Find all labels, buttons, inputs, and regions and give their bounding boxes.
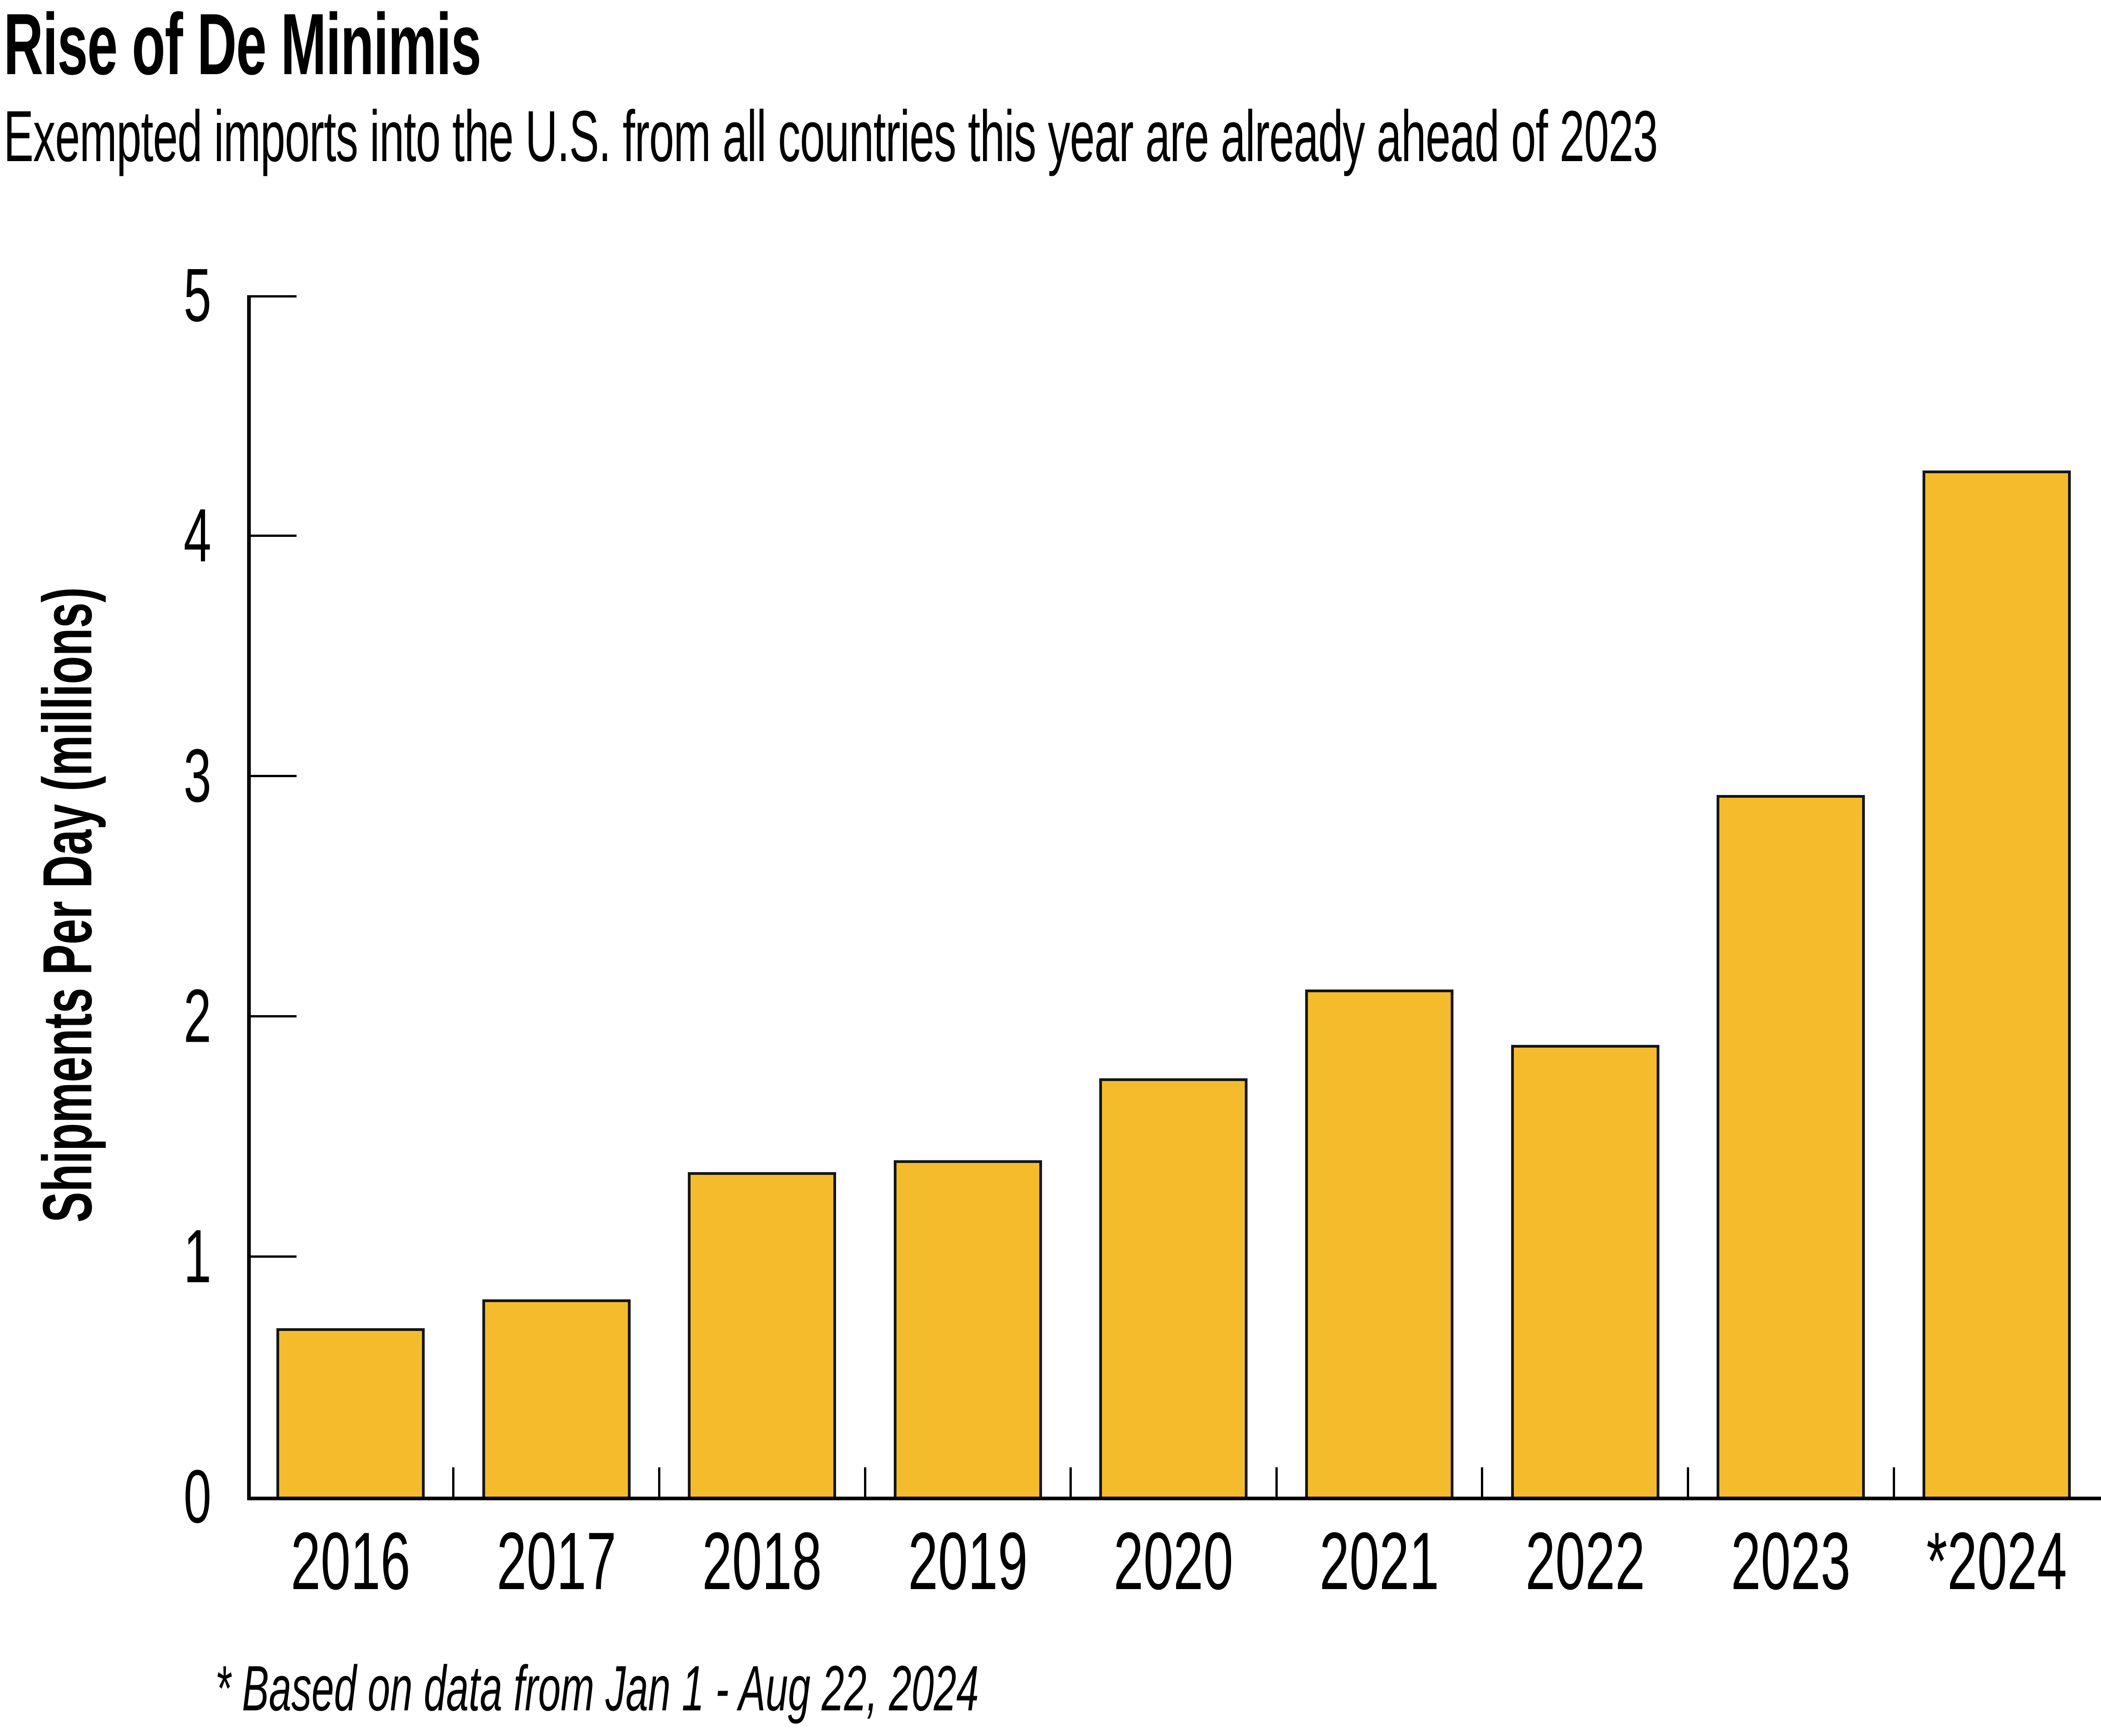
bar-2017 — [482, 1299, 631, 1497]
y-axis-tick-label: 2 — [184, 973, 211, 1058]
y-axis-tick-label: 1 — [184, 1214, 211, 1298]
y-axis-tick-label: 0 — [184, 1454, 211, 1539]
bar-2022 — [1511, 1045, 1659, 1497]
y-axis-tick — [251, 1255, 297, 1258]
x-axis-label: 2017 — [497, 1515, 616, 1606]
x-axis-tick — [1275, 1467, 1278, 1497]
x-axis-label: 2021 — [1319, 1515, 1439, 1606]
x-axis-label: 2016 — [291, 1515, 410, 1606]
x-axis-tick — [452, 1467, 454, 1497]
x-axis-tick — [864, 1467, 866, 1497]
bar-2018 — [688, 1172, 837, 1497]
plot-area — [247, 295, 2101, 1500]
bar-2023 — [1717, 795, 1865, 1497]
x-axis-label: *2024 — [1926, 1515, 2067, 1606]
x-axis-label: 2023 — [1731, 1515, 1851, 1606]
x-axis-label: 2020 — [1113, 1515, 1233, 1606]
y-axis-tick — [251, 535, 297, 537]
y-axis-title: Shipments Per Day (millions) — [28, 587, 107, 1223]
y-axis-tick — [251, 295, 297, 297]
chart-title: Rise of De Minimis — [4, 0, 481, 93]
x-axis-label: 2022 — [1525, 1515, 1645, 1606]
x-axis-tick — [658, 1467, 660, 1497]
x-axis-tick — [1481, 1467, 1483, 1497]
x-axis-label: 2018 — [702, 1515, 822, 1606]
y-axis-tick-label: 4 — [184, 493, 211, 578]
bar-2021 — [1305, 990, 1453, 1497]
x-axis-tick — [1687, 1467, 1689, 1497]
x-axis-tick — [1069, 1467, 1072, 1497]
y-axis-tick-label: 5 — [184, 253, 211, 337]
bar-2019 — [893, 1160, 1042, 1497]
y-axis-tick-label: 3 — [184, 733, 211, 818]
footnote: * Based on data from Jan 1 - Aug 22, 202… — [215, 1652, 979, 1724]
y-axis-tick — [251, 775, 297, 777]
bar-2016 — [276, 1328, 425, 1497]
x-axis-label: 2019 — [908, 1515, 1028, 1606]
y-axis-tick — [251, 1015, 297, 1017]
x-axis-tick — [1893, 1467, 1895, 1497]
bar-2024 — [1922, 471, 2071, 1497]
chart-subtitle: Exempted imports into the U.S. from all … — [4, 96, 1658, 177]
bar-2020 — [1099, 1078, 1248, 1497]
